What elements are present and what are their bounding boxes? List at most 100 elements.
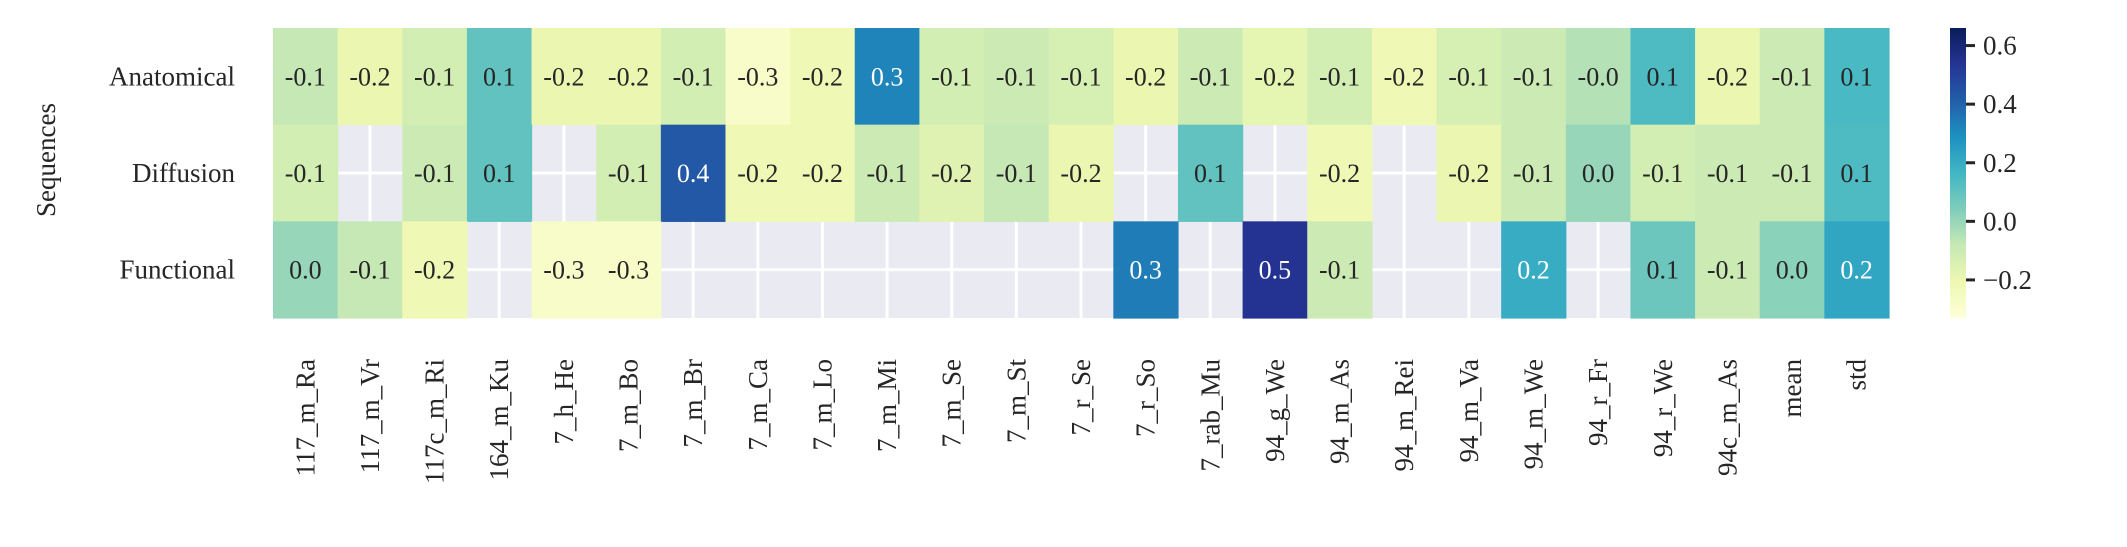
heatmap-cell xyxy=(1630,28,1696,126)
cell-value-label: 0.0 xyxy=(1582,159,1615,188)
cell-value-label: -0.2 xyxy=(414,256,455,285)
cell-value-label: -0.1 xyxy=(285,159,326,188)
heatmap-cells xyxy=(273,28,1890,319)
heatmap-cell xyxy=(466,28,533,126)
cell-value-label: -0.1 xyxy=(931,62,972,91)
cell-value-label: -0.1 xyxy=(1771,159,1812,188)
heatmap-cell xyxy=(1048,28,1114,126)
heatmap-cell xyxy=(1759,124,1825,222)
cell-value-label: 0.1 xyxy=(1840,159,1873,188)
column-label: 94_g_We xyxy=(1260,359,1290,462)
cell-value-label: -0.2 xyxy=(1707,62,1748,91)
cell-value-label: -0.2 xyxy=(1254,62,1295,91)
cell-value-label: -0.1 xyxy=(996,62,1037,91)
colorbar-tick-label: 0.0 xyxy=(1983,206,2017,236)
colorbar-tick-label: 0.4 xyxy=(1983,89,2017,119)
row-label: Diffusion xyxy=(132,158,236,188)
cell-value-label: 0.1 xyxy=(1840,62,1873,91)
cell-value-label: 0.1 xyxy=(1194,159,1227,188)
heatmap-cell xyxy=(1759,28,1825,126)
heatmap-cell xyxy=(1565,124,1632,222)
column-label: 94_m_We xyxy=(1518,359,1548,469)
heatmap-cell xyxy=(402,124,468,222)
heatmap-cell xyxy=(1177,124,1244,222)
cell-value-label: -0.2 xyxy=(1060,159,1101,188)
cell-value-label: 0.1 xyxy=(1647,62,1680,91)
cell-value-label: -0.1 xyxy=(1642,159,1683,188)
heatmap-cell xyxy=(596,124,662,222)
colorbar-tick-label: 0.2 xyxy=(1983,148,2017,178)
cell-value-label: -0.3 xyxy=(543,256,584,285)
cell-value-label: -0.3 xyxy=(737,62,778,91)
heatmap-cell xyxy=(531,221,597,319)
row-label: Functional xyxy=(120,255,236,285)
heatmap-cell xyxy=(337,221,403,319)
heatmap-cell xyxy=(1307,124,1373,222)
cell-value-label: -0.0 xyxy=(1578,62,1619,91)
cell-value-label: 0.2 xyxy=(1517,256,1550,285)
heatmap-cell xyxy=(725,124,791,222)
cell-value-label: -0.2 xyxy=(543,62,584,91)
cell-value-label: -0.3 xyxy=(608,256,649,285)
cell-value-label: -0.1 xyxy=(1771,62,1812,91)
heatmap-cell xyxy=(790,124,856,222)
column-label: 94_m_Rei xyxy=(1389,359,1419,472)
cell-value-label: -0.1 xyxy=(1513,62,1554,91)
heatmap-cell xyxy=(1759,221,1825,319)
cell-value-label: -0.1 xyxy=(866,159,907,188)
column-labels: 117_m_Ra 117_m_Vr 117c_m_Ri 164_m_Ku 7_h_He 7… xyxy=(290,359,1871,485)
column-label: 117_m_Ra xyxy=(290,359,320,477)
cell-value-label: -0.1 xyxy=(1448,62,1489,91)
heatmap-cell xyxy=(919,124,985,222)
cell-value-label: 0.1 xyxy=(1647,256,1680,285)
heatmap-cell xyxy=(1824,28,1890,126)
cell-value-label: 0.3 xyxy=(1129,256,1162,285)
column-label: mean xyxy=(1777,359,1807,418)
cell-value-label: -0.1 xyxy=(1707,256,1748,285)
heatmap-cell xyxy=(273,221,339,319)
heatmap-cell xyxy=(1436,124,1502,222)
heatmap-cell xyxy=(984,28,1050,126)
colorbar: 0.6 0.4 0.2 0.0 −0.2 xyxy=(1950,28,2032,318)
cell-value-label: -0.1 xyxy=(414,159,455,188)
cell-value-label: -0.2 xyxy=(1125,62,1166,91)
cell-value-label: -0.2 xyxy=(1448,159,1489,188)
column-label: 94_r_Fr xyxy=(1583,359,1613,446)
cell-value-label: -0.1 xyxy=(1319,256,1360,285)
cell-value-label: 0.3 xyxy=(871,62,904,91)
heatmap-cell xyxy=(1242,28,1308,126)
heatmap-cell xyxy=(790,28,856,126)
heatmap-cell xyxy=(402,221,468,319)
cell-value-label: -0.2 xyxy=(1319,159,1360,188)
heatmap-cell xyxy=(1695,124,1761,222)
heatmap-cell xyxy=(1695,28,1761,126)
cell-value-label: -0.1 xyxy=(414,62,455,91)
cell-value-label: -0.2 xyxy=(737,159,778,188)
heatmap-cell xyxy=(1501,221,1567,319)
heatmap-cell xyxy=(1371,28,1438,126)
column-label: 7_m_Bo xyxy=(614,359,644,452)
heatmap-cell xyxy=(531,28,597,126)
cell-value-label: -0.2 xyxy=(802,62,843,91)
column-label: 7_r_So xyxy=(1131,359,1161,437)
heatmap-cell xyxy=(1242,221,1308,319)
heatmap-cell xyxy=(1824,221,1890,319)
column-label: 94_r_We xyxy=(1648,359,1678,457)
heatmap-cell xyxy=(466,124,533,222)
column-label: 94_m_Va xyxy=(1454,359,1484,463)
heatmap-cell xyxy=(984,124,1050,222)
heatmap-cell xyxy=(854,124,920,222)
cell-value-label: -0.2 xyxy=(1384,62,1425,91)
heatmap-cell xyxy=(402,28,468,126)
cell-value-label: -0.1 xyxy=(1190,62,1231,91)
colorbar-gradient xyxy=(1950,28,1966,318)
cell-value-label: -0.1 xyxy=(285,62,326,91)
column-label: 164_m_Ku xyxy=(484,359,514,481)
heatmap-cell xyxy=(273,124,339,222)
heatmap-cell xyxy=(725,28,791,126)
heatmap-cell xyxy=(596,28,662,126)
column-label: 7_rab_Mu xyxy=(1195,359,1225,472)
cell-value-label: -0.2 xyxy=(931,159,972,188)
